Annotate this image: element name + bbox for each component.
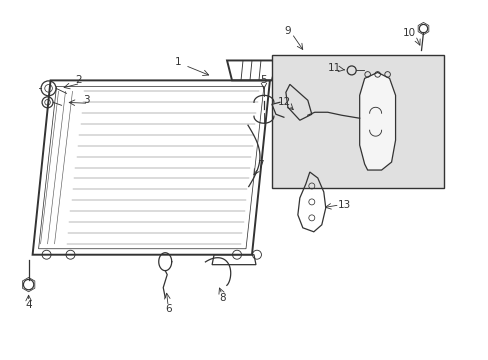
- Text: 8: 8: [218, 293, 225, 302]
- FancyBboxPatch shape: [271, 55, 444, 188]
- Text: 1: 1: [175, 58, 181, 67]
- Text: 4: 4: [25, 300, 32, 310]
- Text: 3: 3: [83, 95, 90, 105]
- Polygon shape: [359, 72, 395, 170]
- Text: 11: 11: [327, 63, 341, 73]
- Text: 13: 13: [337, 200, 350, 210]
- Text: 9: 9: [284, 26, 290, 36]
- Text: 2: 2: [75, 75, 81, 85]
- Text: 5: 5: [260, 75, 267, 85]
- Text: 7: 7: [256, 160, 263, 170]
- Text: 10: 10: [402, 28, 415, 37]
- Text: 6: 6: [164, 305, 171, 315]
- Text: 12: 12: [278, 97, 291, 107]
